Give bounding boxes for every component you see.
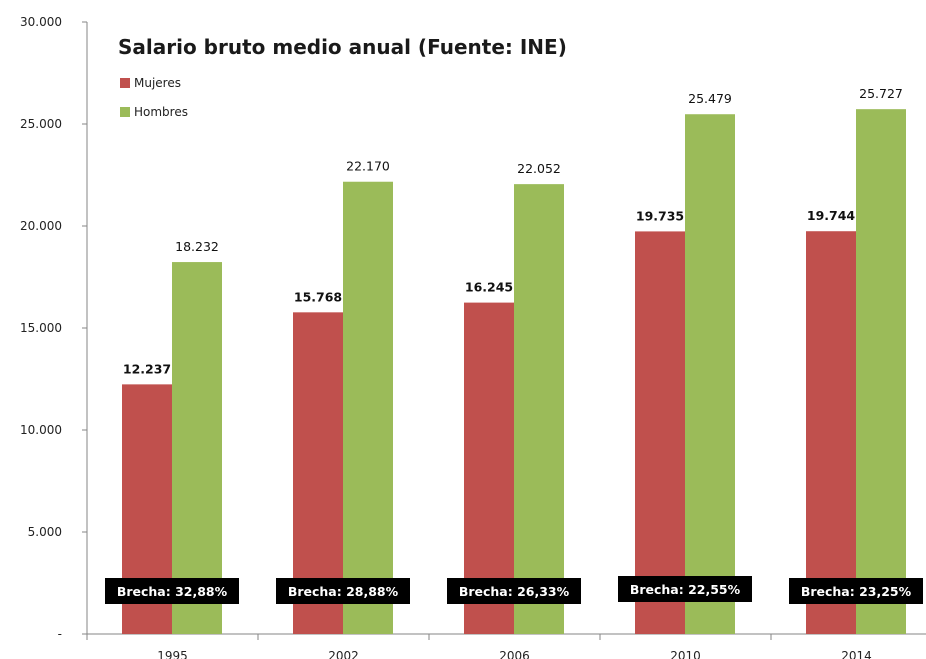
gap-box xyxy=(276,578,410,604)
bar-mujeres-2014 xyxy=(806,231,856,634)
value-labels: 12.237 15.768 16.245 19.735 19.744 18.232 22.1… xyxy=(123,86,903,376)
x-tick-label: 2010 xyxy=(670,649,701,659)
y-tick-label: - xyxy=(58,627,62,641)
data-label: 12.237 xyxy=(123,361,171,376)
data-label: 18.232 xyxy=(175,239,219,254)
bar-hombres-2006 xyxy=(514,184,564,634)
legend-label: Mujeres xyxy=(134,76,181,90)
y-tick-label: 30.000 xyxy=(20,15,62,29)
gap-box xyxy=(618,576,752,602)
y-tick-label: 20.000 xyxy=(20,219,62,233)
gap-box xyxy=(789,578,923,604)
legend-label: Hombres xyxy=(134,105,188,119)
data-label: 19.735 xyxy=(636,208,684,223)
legend-swatch xyxy=(120,107,130,117)
data-label: 25.479 xyxy=(688,91,732,106)
gap-box xyxy=(105,578,239,604)
legend-swatch xyxy=(120,78,130,88)
y-tick-label: 10.000 xyxy=(20,423,62,437)
x-tick-label: 2002 xyxy=(328,649,359,659)
bar-hombres-2002 xyxy=(343,181,393,634)
gap-box xyxy=(447,578,581,604)
data-label: 25.727 xyxy=(859,86,903,101)
bar-hombres-1995 xyxy=(172,262,222,634)
y-tick-label: 25.000 xyxy=(20,117,62,131)
data-label: 16.245 xyxy=(465,280,513,295)
gap-label: Brecha: 23,25% xyxy=(801,584,912,599)
y-tick-label: 5.000 xyxy=(28,525,62,539)
x-tick-label: 2014 xyxy=(841,649,872,659)
gap-label: Brecha: 28,88% xyxy=(288,584,399,599)
gap-label: Brecha: 22,55% xyxy=(630,582,741,597)
gap-label: Brecha: 26,33% xyxy=(459,584,570,599)
bar-mujeres-2010 xyxy=(635,231,685,634)
chart-title: Salario bruto medio anual (Fuente: INE) xyxy=(118,35,567,59)
y-tick-label: 15.000 xyxy=(20,321,62,335)
gap-label: Brecha: 32,88% xyxy=(117,584,228,599)
data-label: 19.744 xyxy=(807,208,856,223)
bars xyxy=(122,109,906,635)
bar-hombres-2010 xyxy=(685,114,735,635)
legend: Mujeres Hombres xyxy=(120,76,188,119)
bar-hombres-2014 xyxy=(856,109,906,635)
data-label: 22.170 xyxy=(346,159,390,174)
axes: - 5.000 10.000 15.000 20.000 25.000 30.000 1995… xyxy=(20,15,926,659)
gap-annotations: Brecha: 32,88% Brecha: 28,88% Brecha: 26,3… xyxy=(105,576,923,604)
x-tick-label: 1995 xyxy=(157,649,188,659)
data-label: 22.052 xyxy=(517,161,561,176)
x-tick-label: 2006 xyxy=(499,649,530,659)
data-label: 15.768 xyxy=(294,289,342,304)
